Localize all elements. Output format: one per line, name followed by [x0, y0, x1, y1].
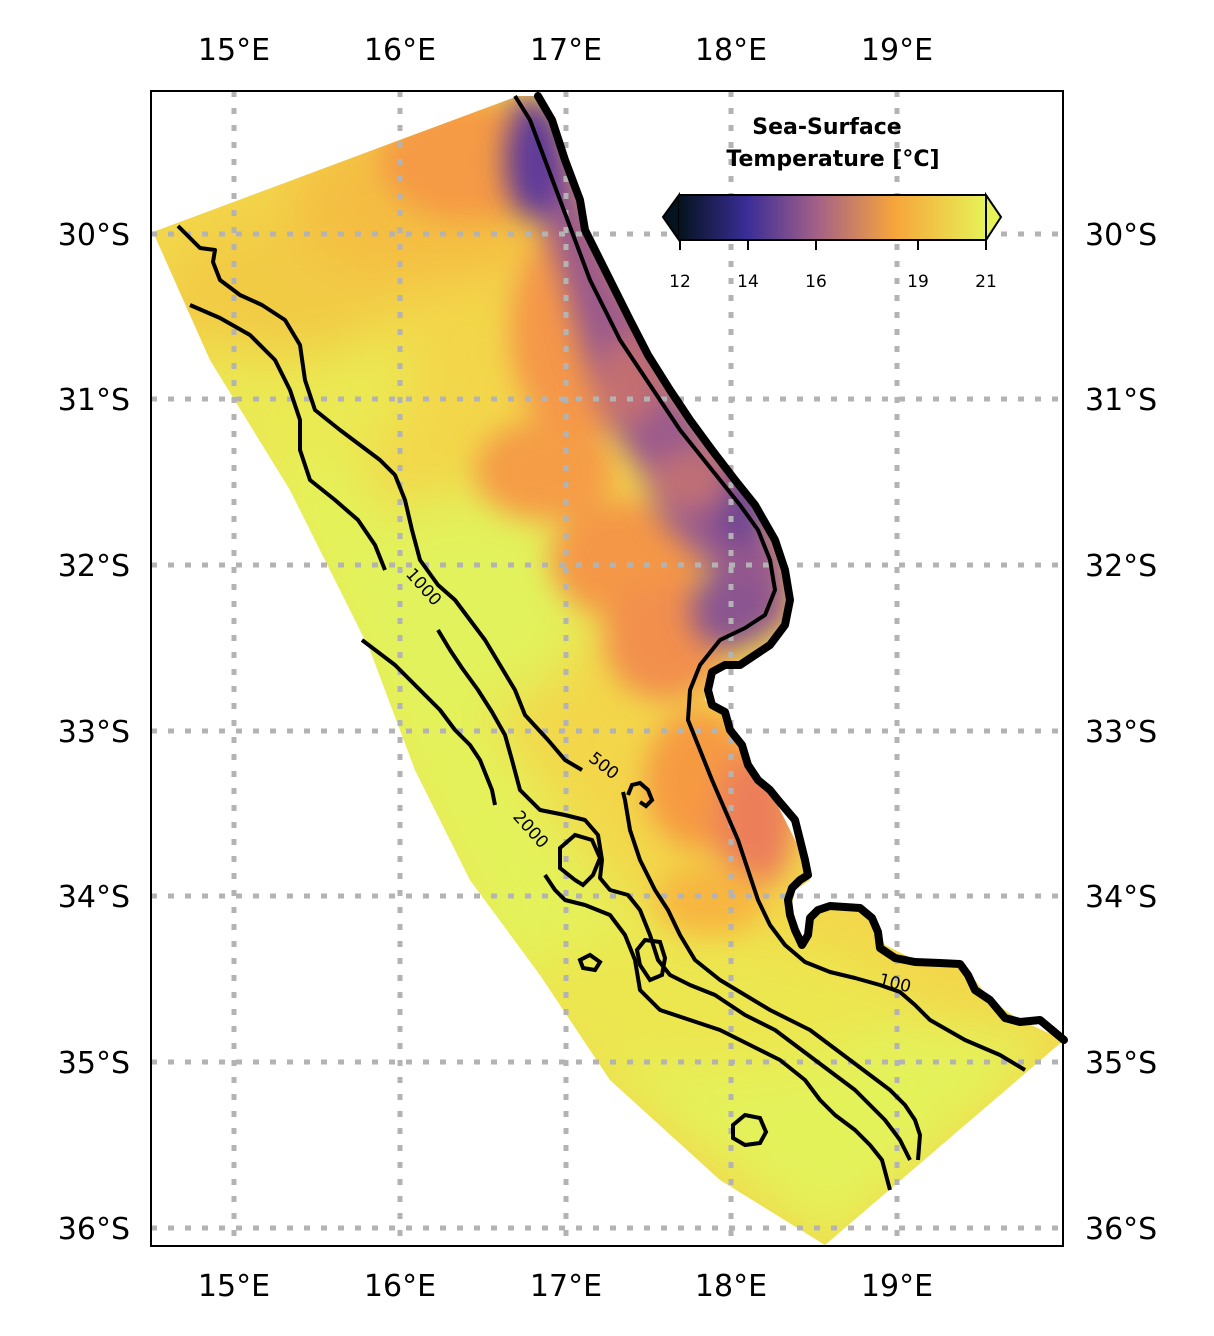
coastline	[534, 92, 1068, 1044]
lon-label-bottom-15: 15°E	[198, 1269, 270, 1304]
lat-label-left-30: 30°S	[58, 218, 130, 253]
map-frame	[150, 90, 1064, 1247]
lat-label-left-32: 32°S	[58, 549, 130, 584]
lon-label-bottom-19: 19°E	[861, 1269, 933, 1304]
isobath-1000	[189, 303, 912, 1161]
colorbar-tick-19: 19	[907, 272, 929, 292]
colorbar-extend-max	[985, 191, 1003, 244]
colorbar: Sea-Surface Temperature [°C] 12 14 16 19…	[661, 115, 1003, 292]
colorbar-tick-16: 16	[805, 272, 827, 292]
isobath-500	[176, 224, 922, 1161]
isobath-2000	[360, 638, 892, 1191]
isobath-100	[513, 94, 1027, 1072]
lat-label-right-36: 36°S	[1085, 1212, 1157, 1247]
lat-label-right-34: 34°S	[1085, 880, 1157, 915]
lon-label-top-15: 15°E	[198, 33, 270, 68]
lon-label-top-19: 19°E	[861, 33, 933, 68]
colorbar-tick-12: 12	[669, 272, 691, 292]
gridlines	[151, 91, 1063, 1246]
colorbar-tick-14: 14	[737, 272, 759, 292]
lon-label-bottom-16: 16°E	[364, 1269, 436, 1304]
lat-label-right-30: 30°S	[1085, 218, 1157, 253]
lon-label-bottom-17: 17°E	[530, 1269, 602, 1304]
colorbar-tick-21: 21	[975, 272, 997, 292]
isobath-eddy-1	[558, 832, 603, 888]
lat-label-left-36: 36°S	[58, 1212, 130, 1247]
lat-label-right-35: 35°S	[1085, 1046, 1157, 1081]
lon-label-top-18: 18°E	[695, 33, 767, 68]
lon-label-top-16: 16°E	[364, 33, 436, 68]
isobath-eddy-3	[577, 952, 603, 973]
lon-label-top-17: 17°E	[530, 33, 602, 68]
lat-label-left-33: 33°S	[58, 715, 130, 750]
colorbar-title-line2: Temperature [°C]	[726, 147, 939, 172]
lat-label-left-35: 35°S	[58, 1046, 130, 1081]
colorbar-title-line1: Sea-Surface	[752, 115, 901, 140]
lon-label-bottom-18: 18°E	[695, 1269, 767, 1304]
lat-label-right-33: 33°S	[1085, 715, 1157, 750]
lat-label-left-34: 34°S	[58, 880, 130, 915]
isobath-eddy-2	[634, 937, 668, 983]
lat-label-right-32: 32°S	[1085, 549, 1157, 584]
isobath-eddy-4	[731, 1112, 769, 1148]
colorbar-gradient	[679, 195, 987, 240]
lat-label-left-31: 31°S	[58, 383, 130, 418]
lat-label-right-31: 31°S	[1085, 383, 1157, 418]
isobath-500-loop	[626, 780, 655, 809]
